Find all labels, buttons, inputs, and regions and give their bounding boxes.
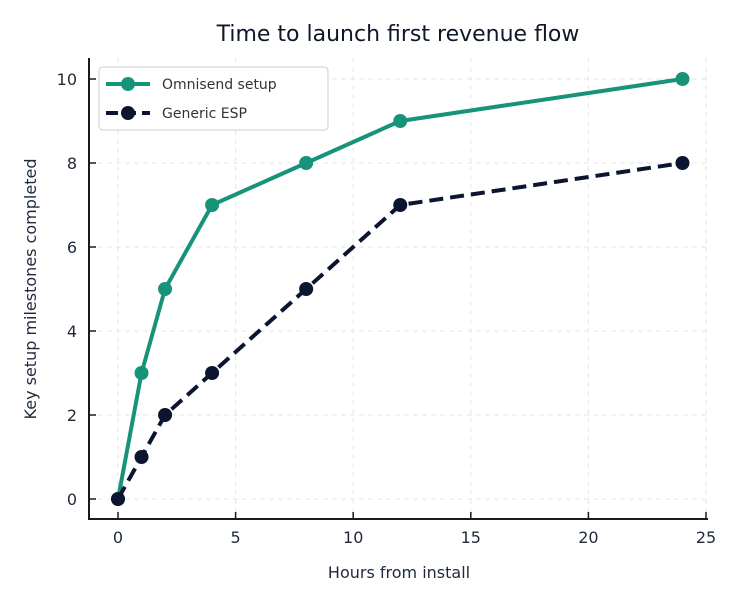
- data-point: [299, 156, 314, 170]
- data-point: [158, 282, 173, 296]
- data-point: [205, 198, 220, 212]
- y-tick-label: 10: [57, 70, 77, 89]
- x-tick-label: 20: [578, 528, 598, 547]
- data-point: [205, 366, 220, 380]
- data-point: [299, 282, 314, 296]
- y-tick-label: 0: [67, 490, 77, 509]
- x-tick-label: 0: [113, 528, 123, 547]
- legend-label: Generic ESP: [162, 106, 247, 122]
- y-axis-label: Key setup milestones completed: [21, 159, 40, 420]
- chart-title: Time to launch first revenue flow: [216, 22, 580, 47]
- y-tick-label: 2: [67, 406, 77, 425]
- x-tick-label: 25: [696, 528, 716, 547]
- y-tick-label: 6: [67, 238, 77, 257]
- x-tick-label: 15: [461, 528, 481, 547]
- data-point: [134, 366, 149, 380]
- data-point: [393, 198, 408, 212]
- grid-lines: [89, 58, 707, 519]
- legend-marker: [121, 106, 135, 120]
- x-tick-label: 10: [343, 528, 363, 547]
- data-point: [675, 156, 690, 170]
- data-point: [158, 408, 173, 422]
- legend-marker: [121, 77, 135, 91]
- series-line-0: [116, 77, 683, 500]
- y-tick-label: 4: [67, 322, 77, 341]
- y-tick-label: 8: [67, 154, 77, 173]
- legend: Omnisend setup Generic ESP: [98, 66, 329, 131]
- axes: 0 5 10 15 20 25 0 2 4 6 8 10: [57, 58, 716, 547]
- data-point: [111, 492, 125, 506]
- legend-label: Omnisend setup: [162, 77, 277, 93]
- data-series: [111, 72, 690, 506]
- x-tick-label: 5: [231, 528, 241, 547]
- x-axis-label: Hours from install: [328, 563, 470, 582]
- data-point: [393, 114, 408, 128]
- data-point: [134, 450, 149, 464]
- data-point: [675, 72, 690, 86]
